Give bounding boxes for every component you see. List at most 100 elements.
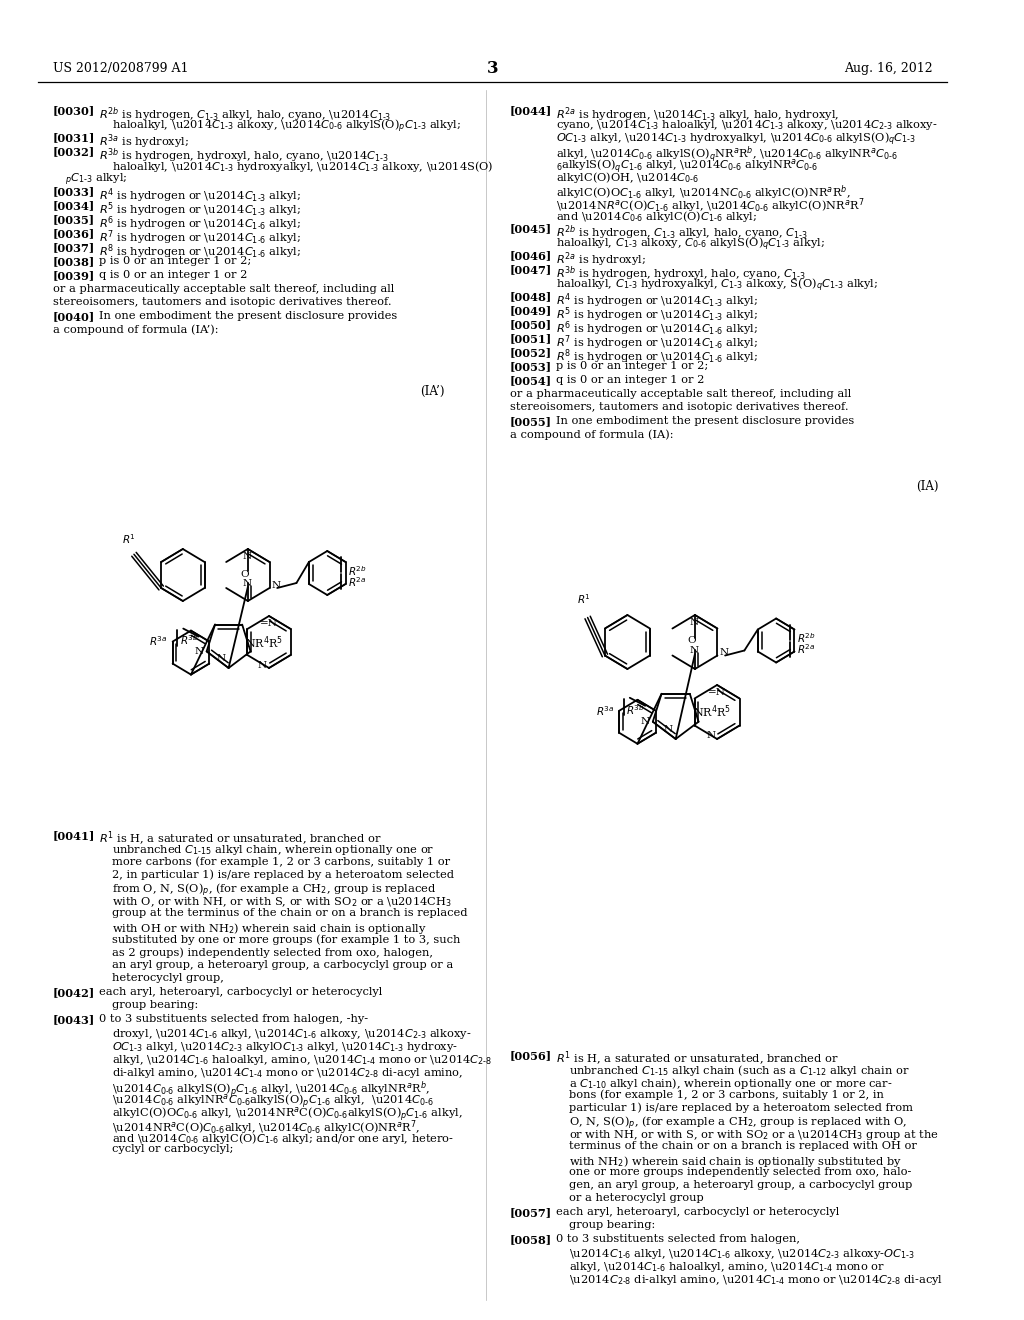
Text: $R^{3b}$: $R^{3b}$ [626, 702, 645, 717]
Text: O: O [241, 570, 249, 579]
Text: [0048]: [0048] [510, 290, 552, 302]
Text: [0052]: [0052] [510, 347, 552, 358]
Text: [0053]: [0053] [510, 360, 552, 372]
Text: $R^{3a}$: $R^{3a}$ [596, 704, 614, 718]
Text: stereoisomers, tautomers and isotopic derivatives thereof.: stereoisomers, tautomers and isotopic de… [53, 297, 391, 308]
Text: [0045]: [0045] [510, 223, 552, 234]
Text: [0036]: [0036] [53, 228, 95, 239]
Text: $R^{3b}$: $R^{3b}$ [179, 634, 199, 647]
Text: cyano, \u2014$C_{1\text{-}3}$ haloalkyl, \u2014$C_{1\text{-}3}$ alkoxy, \u2014$C: cyano, \u2014$C_{1\text{-}3}$ haloalkyl,… [556, 117, 938, 132]
Text: N: N [258, 660, 267, 669]
Text: $R^7$ is hydrogen or \u2014$C_{1\text{-}6}$ alkyl;: $R^7$ is hydrogen or \u2014$C_{1\text{-}… [99, 228, 301, 247]
Text: $OC_{1\text{-}3}$ alkyl, \u2014$C_{2\text{-}3}$ alkylO$C_{1\text{-}3}$ alkyl, \u: $OC_{1\text{-}3}$ alkyl, \u2014$C_{2\tex… [112, 1040, 458, 1053]
Text: $R^{2a}$: $R^{2a}$ [348, 576, 367, 589]
Text: bons (for example 1, 2 or 3 carbons, suitably 1 or 2, in: bons (for example 1, 2 or 3 carbons, sui… [568, 1089, 884, 1100]
Text: p is 0 or an integer 1 or 2;: p is 0 or an integer 1 or 2; [556, 360, 709, 371]
Text: $R^{3b}$ is hydrogen, hydroxyl, halo, cyano, $C_{1\text{-}3}$: $R^{3b}$ is hydrogen, hydroxyl, halo, cy… [556, 264, 806, 282]
Text: alkyl, \u2014$C_{0\text{-}6}$ alkylS(O)$_q$NR$^a$R$^b$, \u2014$C_{0\text{-}6}$ a: alkyl, \u2014$C_{0\text{-}6}$ alkylS(O)$… [556, 144, 898, 165]
Text: 0 to 3 substituents selected from halogen,: 0 to 3 substituents selected from haloge… [556, 1234, 800, 1243]
Text: $OC_{1\text{-}3}$ alkyl, \u2014$C_{1\text{-}3}$ hydroxyalkyl, \u2014$C_{0\text{-: $OC_{1\text{-}3}$ alkyl, \u2014$C_{1\tex… [556, 131, 916, 148]
Text: alkyl, \u2014$C_{1\text{-}6}$ haloalkyl, amino, \u2014$C_{1\text{-}4}$ mono or: alkyl, \u2014$C_{1\text{-}6}$ haloalkyl,… [568, 1261, 885, 1274]
Text: [0042]: [0042] [53, 987, 95, 998]
Text: O: O [688, 636, 696, 645]
Text: $R^4$ is hydrogen or \u2014$C_{1\text{-}3}$ alkyl;: $R^4$ is hydrogen or \u2014$C_{1\text{-}… [99, 186, 301, 205]
Text: $R^1$: $R^1$ [577, 591, 591, 606]
Text: In one embodiment the present disclosure provides: In one embodiment the present disclosure… [556, 416, 854, 426]
Text: unbranched $C_{1\text{-}15}$ alkyl chain (such as a $C_{1\text{-}12}$ alkyl chai: unbranched $C_{1\text{-}15}$ alkyl chain… [568, 1063, 909, 1078]
Text: NR$^4$R$^5$: NR$^4$R$^5$ [245, 634, 284, 651]
Text: $R^8$ is hydrogen or \u2014$C_{1\text{-}6}$ alkyl;: $R^8$ is hydrogen or \u2014$C_{1\text{-}… [556, 347, 758, 366]
Text: N: N [195, 647, 204, 656]
Text: N: N [689, 645, 698, 655]
Text: haloalkyl, \u2014$C_{1\text{-}3}$ alkoxy, \u2014$C_{0\text{-}6}$ alkylS(O)$_p$$C: haloalkyl, \u2014$C_{1\text{-}3}$ alkoxy… [112, 117, 461, 136]
Text: [0043]: [0043] [53, 1014, 95, 1026]
Text: [0032]: [0032] [53, 147, 95, 157]
Text: [0033]: [0033] [53, 186, 95, 197]
Text: [0054]: [0054] [510, 375, 552, 385]
Text: a compound of formula (IA’):: a compound of formula (IA’): [53, 323, 218, 334]
Text: with O, or with NH, or with S, or with SO$_2$ or a \u2014CH$_3$: with O, or with NH, or with S, or with S… [112, 895, 452, 908]
Text: [0051]: [0051] [510, 333, 552, 345]
Text: $R^1$: $R^1$ [122, 532, 136, 546]
Text: group bearing:: group bearing: [568, 1220, 655, 1230]
Text: group bearing:: group bearing: [112, 1001, 198, 1010]
Text: and \u2014$C_{0\text{-}6}$ alkylC(O)$C_{1\text{-}6}$ alkyl; and/or one aryl, het: and \u2014$C_{0\text{-}6}$ alkylC(O)$C_{… [112, 1131, 454, 1146]
Text: 0 to 3 substituents selected from halogen, -hy-: 0 to 3 substituents selected from haloge… [99, 1014, 369, 1024]
Text: [0039]: [0039] [53, 271, 95, 281]
Text: $R^5$ is hydrogen or \u2014$C_{1\text{-}3}$ alkyl;: $R^5$ is hydrogen or \u2014$C_{1\text{-}… [556, 305, 758, 323]
Text: N: N [706, 731, 715, 741]
Text: q is 0 or an integer 1 or 2: q is 0 or an integer 1 or 2 [556, 375, 705, 385]
Text: alkylC(O)OH, \u2014$C_{0\text{-}6}$: alkylC(O)OH, \u2014$C_{0\text{-}6}$ [556, 170, 699, 185]
Text: =N: =N [709, 688, 726, 697]
Text: [0041]: [0041] [53, 830, 95, 841]
Text: cyclyl or carbocyclyl;: cyclyl or carbocyclyl; [112, 1144, 233, 1154]
Text: [0056]: [0056] [510, 1049, 552, 1061]
Text: unbranched $C_{1\text{-}15}$ alkyl chain, wherein optionally one or: unbranched $C_{1\text{-}15}$ alkyl chain… [112, 843, 434, 857]
Text: $R^1$ is H, a saturated or unsaturated, branched or: $R^1$ is H, a saturated or unsaturated, … [556, 1049, 839, 1068]
Text: and \u2014$C_{0\text{-}6}$ alkylC(O)$C_{1\text{-}6}$ alkyl;: and \u2014$C_{0\text{-}6}$ alkylC(O)$C_{… [556, 209, 758, 224]
Text: NR$^4$R$^5$: NR$^4$R$^5$ [693, 704, 731, 719]
Text: q is 0 or an integer 1 or 2: q is 0 or an integer 1 or 2 [99, 271, 248, 280]
Text: [0044]: [0044] [510, 106, 552, 116]
Text: heterocyclyl group,: heterocyclyl group, [112, 973, 223, 983]
Text: droxyl, \u2014$C_{1\text{-}6}$ alkyl, \u2014$C_{1\text{-}6}$ alkoxy, \u2014$C_{2: droxyl, \u2014$C_{1\text{-}6}$ alkyl, \u… [112, 1027, 471, 1041]
Text: $_p$$C_{1\text{-}3}$ alkyl;: $_p$$C_{1\text{-}3}$ alkyl; [66, 172, 128, 189]
Text: each aryl, heteroaryl, carbocyclyl or heterocyclyl: each aryl, heteroaryl, carbocyclyl or he… [556, 1206, 840, 1217]
Text: $R^{2a}$ is hydroxyl;: $R^{2a}$ is hydroxyl; [556, 249, 646, 268]
Text: [0035]: [0035] [53, 214, 95, 224]
Text: a $C_{1\text{-}10}$ alkyl chain), wherein optionally one or more car-: a $C_{1\text{-}10}$ alkyl chain), wherei… [568, 1076, 892, 1092]
Text: alkylC(O)O$C_{1\text{-}6}$ alkyl, \u2014N$C_{0\text{-}6}$ alkylC(O)NR$^a$R$^b$,: alkylC(O)O$C_{1\text{-}6}$ alkyl, \u2014… [556, 183, 851, 202]
Text: or a heterocyclyl group: or a heterocyclyl group [568, 1193, 703, 1203]
Text: [0058]: [0058] [510, 1234, 552, 1245]
Text: [0050]: [0050] [510, 319, 552, 330]
Text: [0046]: [0046] [510, 249, 552, 261]
Text: or with NH, or with S, or with SO$_2$ or a \u2014CH$_3$ group at the: or with NH, or with S, or with SO$_2$ or… [568, 1129, 938, 1142]
Text: terminus of the chain or on a branch is replaced with OH or: terminus of the chain or on a branch is … [568, 1140, 916, 1151]
Text: more carbons (for example 1, 2 or 3 carbons, suitably 1 or: more carbons (for example 1, 2 or 3 carb… [112, 855, 450, 866]
Text: an aryl group, a heteroaryl group, a carbocyclyl group or a: an aryl group, a heteroaryl group, a car… [112, 960, 453, 970]
Text: \u2014N$R^a$C(O)$C_{1\text{-}6}$ alkyl, \u2014$C_{0\text{-}6}$ alkylC(O)NR$^a$R$: \u2014N$R^a$C(O)$C_{1\text{-}6}$ alkyl, … [556, 195, 864, 215]
Text: $R^{2a}$ is hydrogen, \u2014$C_{1\text{-}3}$ alkyl, halo, hydroxyl,: $R^{2a}$ is hydrogen, \u2014$C_{1\text{-… [556, 106, 840, 124]
Text: di-alkyl amino, \u2014$C_{1\text{-}4}$ mono or \u2014$C_{2\text{-}8}$ di-acyl am: di-alkyl amino, \u2014$C_{1\text{-}4}$ m… [112, 1067, 463, 1080]
Text: $R^6$ is hydrogen or \u2014$C_{1\text{-}6}$ alkyl;: $R^6$ is hydrogen or \u2014$C_{1\text{-}… [556, 319, 758, 338]
Text: $R^1$ is H, a saturated or unsaturated, branched or: $R^1$ is H, a saturated or unsaturated, … [99, 830, 382, 849]
Text: In one embodiment the present disclosure provides: In one embodiment the present disclosure… [99, 312, 397, 321]
Text: a compound of formula (IA):: a compound of formula (IA): [510, 429, 674, 440]
Text: [0034]: [0034] [53, 201, 95, 211]
Text: $R^6$ is hydrogen or \u2014$C_{1\text{-}6}$ alkyl;: $R^6$ is hydrogen or \u2014$C_{1\text{-}… [99, 214, 301, 232]
Text: $R^{3a}$: $R^{3a}$ [150, 635, 168, 648]
Text: $R^{2b}$ is hydrogen, $C_{1\text{-}3}$ alkyl, halo, cyano, $C_{1\text{-}3}$: $R^{2b}$ is hydrogen, $C_{1\text{-}3}$ a… [556, 223, 809, 242]
Text: one or more groups independently selected from oxo, halo-: one or more groups independently selecte… [568, 1167, 911, 1177]
Text: (IA’): (IA’) [420, 385, 444, 399]
Text: N: N [243, 552, 252, 561]
Text: as 2 groups) independently selected from oxo, halogen,: as 2 groups) independently selected from… [112, 946, 432, 957]
Text: $R^4$ is hydrogen or \u2014$C_{1\text{-}3}$ alkyl;: $R^4$ is hydrogen or \u2014$C_{1\text{-}… [556, 290, 758, 310]
Text: 3: 3 [486, 59, 499, 77]
Text: substituted by one or more groups (for example 1 to 3, such: substituted by one or more groups (for e… [112, 935, 460, 945]
Text: [0057]: [0057] [510, 1206, 552, 1218]
Text: group at the terminus of the chain or on a branch is replaced: group at the terminus of the chain or on… [112, 908, 467, 917]
Text: $R^{3a}$ is hydroxyl;: $R^{3a}$ is hydroxyl; [99, 132, 189, 150]
Text: [0055]: [0055] [510, 416, 552, 426]
Text: $R^{2b}$ is hydrogen, $C_{1\text{-}3}$ alkyl, halo, cyano, \u2014$C_{1\text{-}3}: $R^{2b}$ is hydrogen, $C_{1\text{-}3}$ a… [99, 106, 391, 124]
Text: $_6$alkylS(O)$_q$$C_{1\text{-}6}$ alkyl, \u2014$C_{0\text{-}6}$ alkylNR$^a$$C_{0: $_6$alkylS(O)$_q$$C_{1\text{-}6}$ alkyl,… [556, 157, 818, 174]
